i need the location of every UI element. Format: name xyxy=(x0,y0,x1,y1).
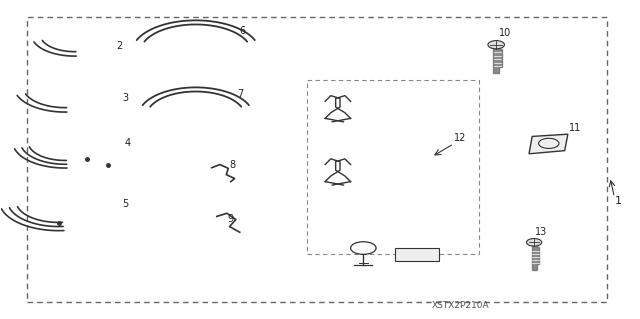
Text: 6: 6 xyxy=(239,26,245,36)
Text: 7: 7 xyxy=(237,89,243,99)
Circle shape xyxy=(527,239,541,246)
Text: 9: 9 xyxy=(228,214,234,224)
Polygon shape xyxy=(493,45,502,72)
Text: 4: 4 xyxy=(125,138,131,148)
Text: XSTX2P210A: XSTX2P210A xyxy=(431,301,489,310)
Polygon shape xyxy=(529,134,568,154)
Text: 1: 1 xyxy=(614,197,621,206)
Text: 5: 5 xyxy=(122,199,129,209)
Polygon shape xyxy=(532,242,540,270)
Polygon shape xyxy=(395,248,438,261)
Text: 11: 11 xyxy=(569,123,581,133)
Text: 10: 10 xyxy=(499,27,511,38)
Text: 12: 12 xyxy=(454,133,467,143)
Text: 3: 3 xyxy=(123,93,129,103)
Circle shape xyxy=(488,41,504,49)
Text: 8: 8 xyxy=(229,160,235,170)
Text: 13: 13 xyxy=(535,227,547,237)
Text: 2: 2 xyxy=(116,41,122,51)
